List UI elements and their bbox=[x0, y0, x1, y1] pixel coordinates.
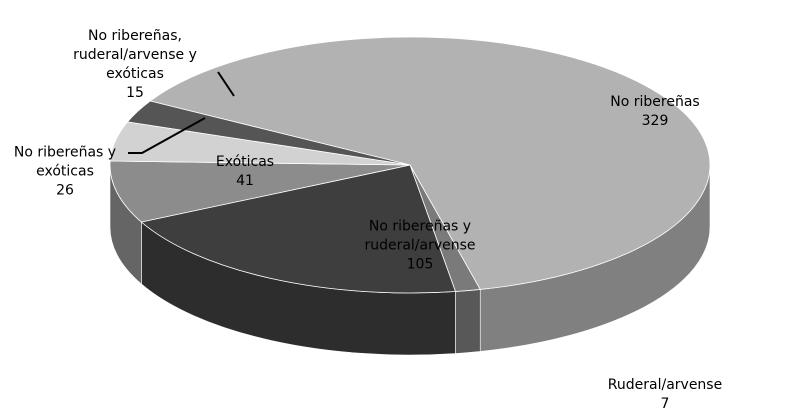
label-name: No ribereñas y exóticas bbox=[13, 144, 117, 180]
label-value: 329 bbox=[641, 113, 669, 129]
label-value: 105 bbox=[406, 256, 434, 273]
label-name: No ribereñas, ruderal/arvense y exóticas bbox=[73, 28, 197, 82]
slice bbox=[149, 36, 711, 290]
slice-side bbox=[455, 289, 481, 354]
slice bbox=[140, 164, 457, 294]
data-label: Exóticas 41 bbox=[200, 153, 290, 191]
label-name: Exóticas bbox=[215, 154, 275, 170]
label-name: No ribereñas bbox=[610, 94, 700, 110]
data-label: No ribereñas y ruderal/arvense 105 bbox=[335, 218, 505, 275]
slice bbox=[109, 160, 411, 223]
slice bbox=[126, 100, 411, 166]
label-name: No ribereñas y ruderal/arvense bbox=[364, 218, 476, 254]
label-value: 26 bbox=[56, 182, 74, 199]
data-label: No ribereñas 329 bbox=[580, 93, 730, 131]
data-label: Ruderal/arvense 7 bbox=[585, 376, 745, 414]
data-label: No ribereñas y exóticas 26 bbox=[3, 144, 128, 201]
leader-line bbox=[128, 117, 206, 154]
label-value: 15 bbox=[126, 85, 144, 101]
label-name: Ruderal/arvense bbox=[607, 377, 723, 393]
label-value: 7 bbox=[660, 396, 670, 412]
leader-line bbox=[217, 71, 235, 97]
label-value: 41 bbox=[236, 173, 254, 189]
data-label: No ribereñas, ruderal/arvense y exóticas… bbox=[48, 27, 223, 103]
